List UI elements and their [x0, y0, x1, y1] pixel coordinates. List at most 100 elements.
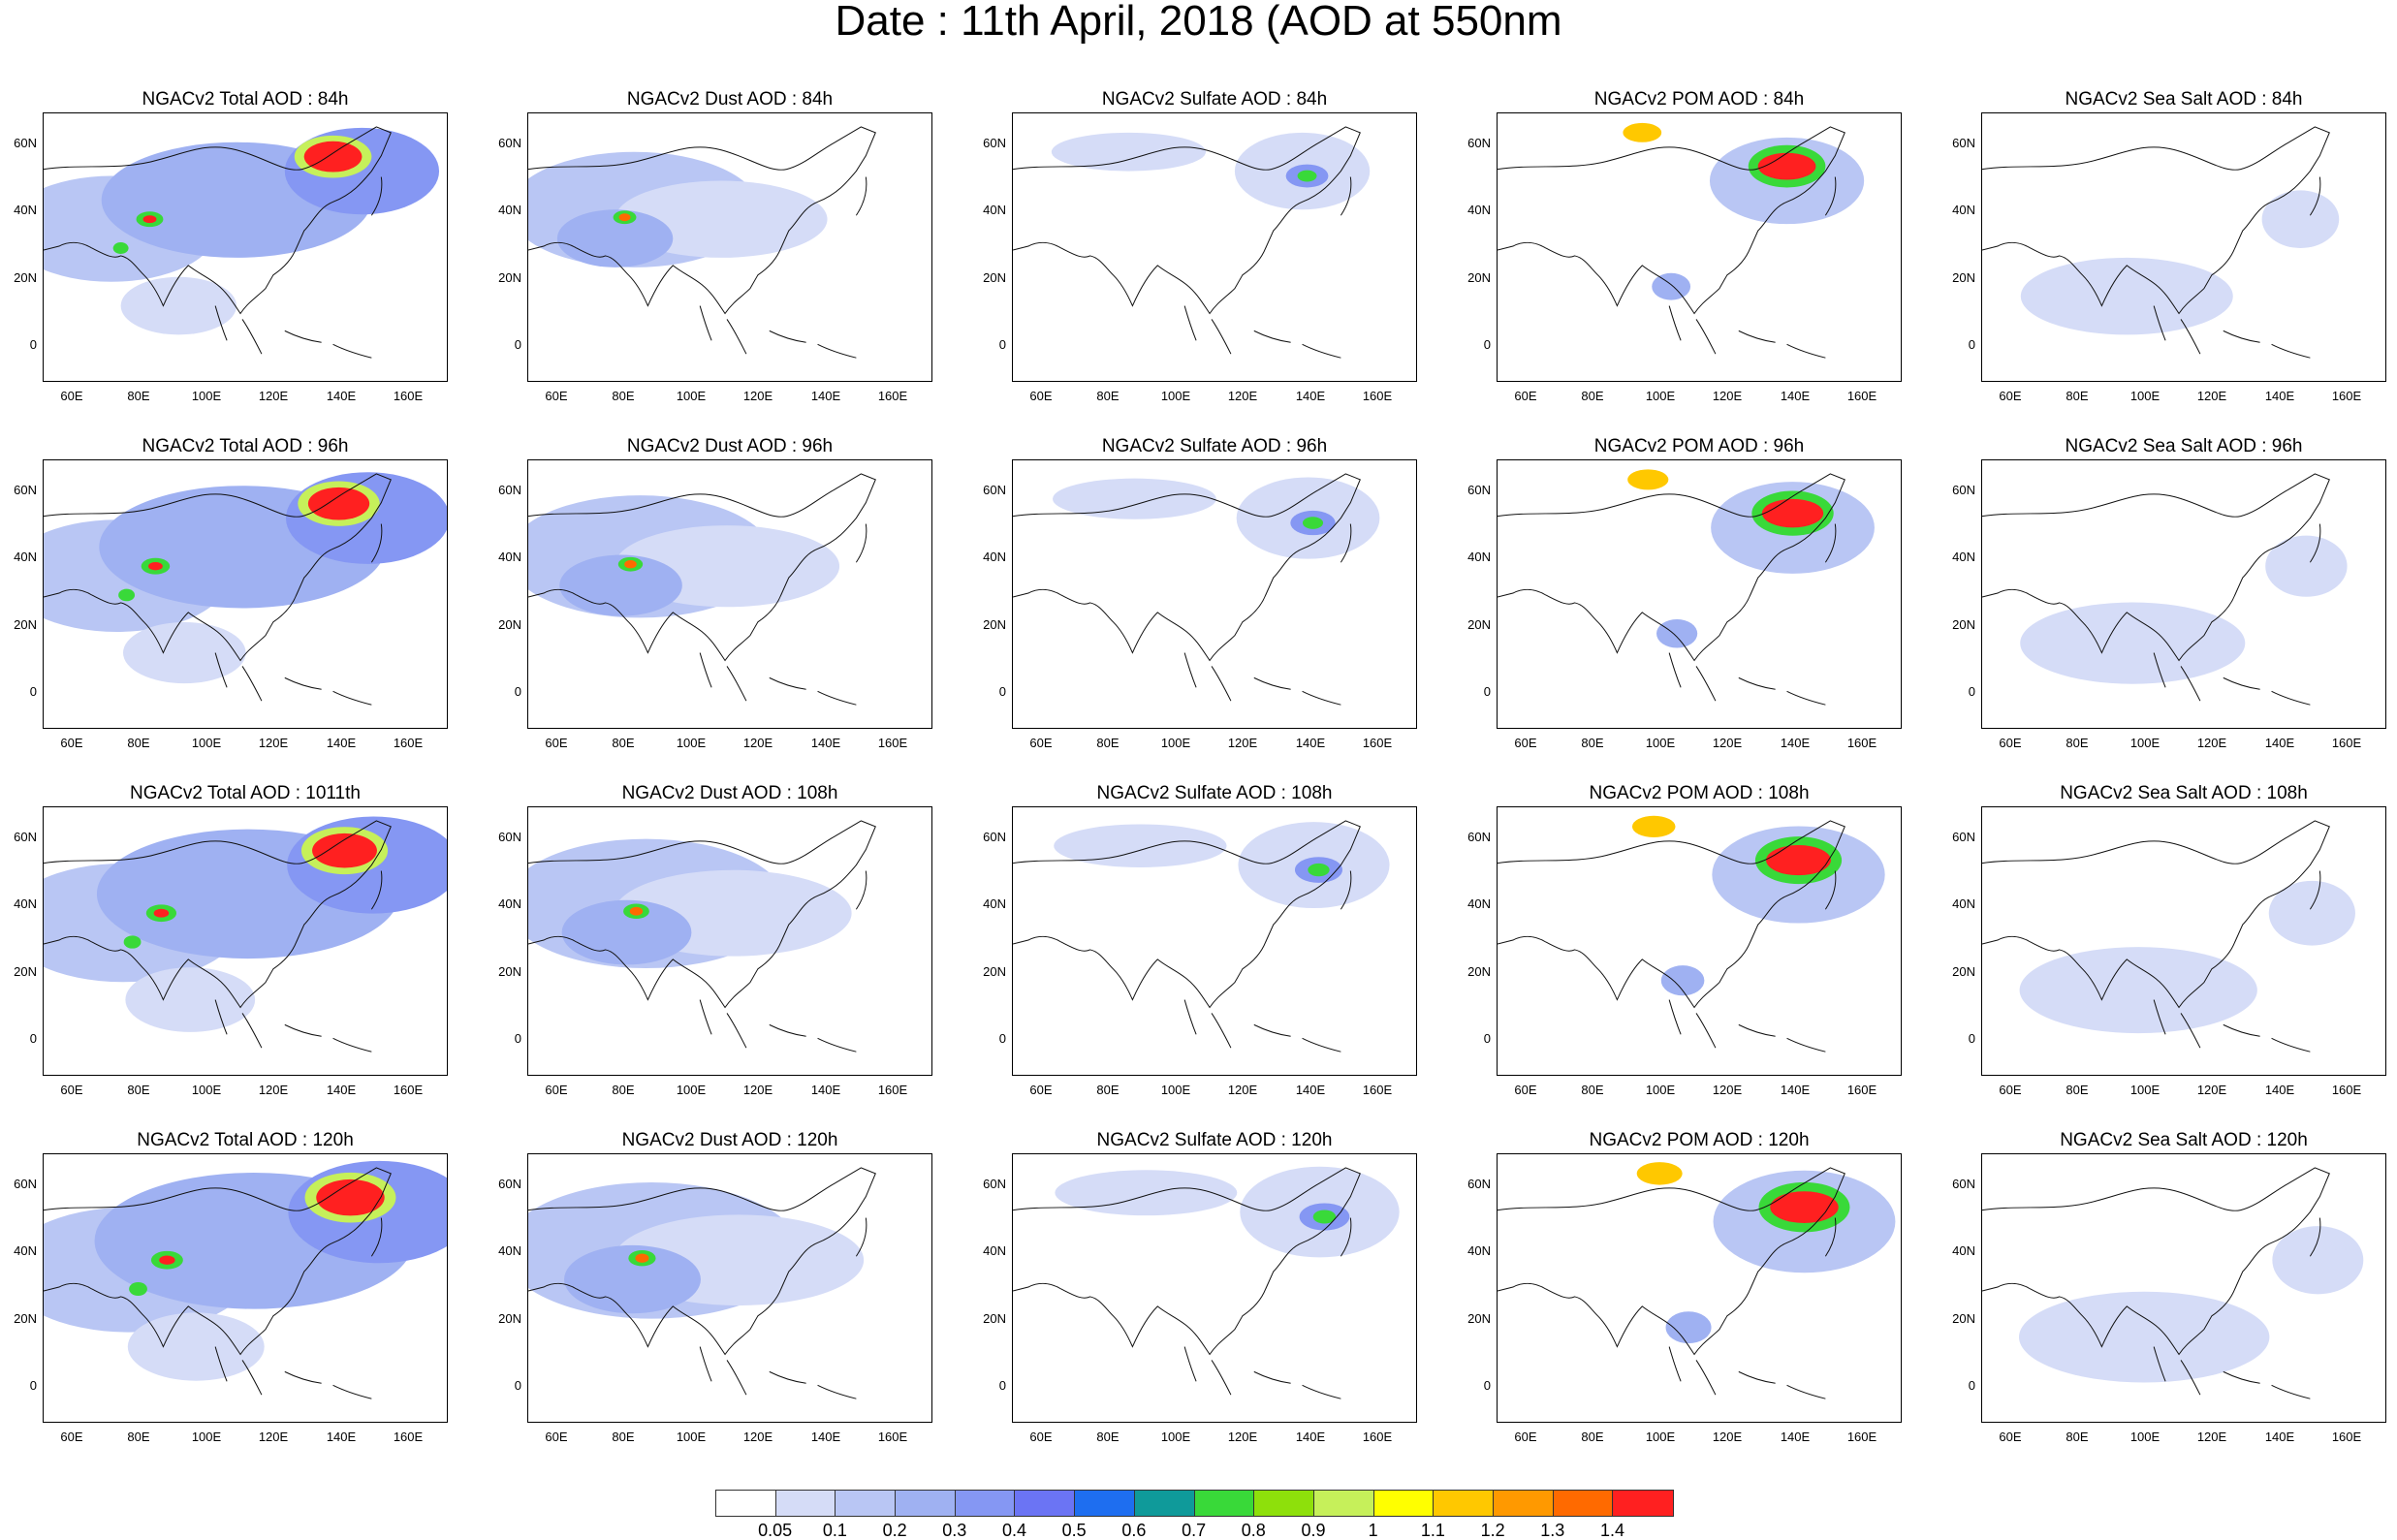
- colorbar-label: 0.8: [1241, 1521, 1266, 1540]
- aod-plume: [1053, 478, 1216, 519]
- lon-tick-label: 60E: [1029, 389, 1053, 403]
- lon-tick-label: 140E: [2264, 736, 2295, 750]
- lon-tick-label: 100E: [676, 736, 707, 750]
- coastline: [699, 1217, 867, 1399]
- aod-plume: [118, 588, 136, 602]
- aod-plume: [307, 487, 370, 520]
- lat-tick-label: 0: [514, 684, 521, 699]
- colorbar-label: 1.4: [1599, 1521, 1625, 1540]
- coastline: [1668, 870, 1837, 1053]
- map-panel-seasalt: NGACv2 Sea Salt AOD : 108h 60N 40N 20N 0 60E 8…: [1939, 783, 2394, 1113]
- map-panel-dust: NGACv2 Dust AOD : 120h 60N 40N 20N 0 60E 80E 10…: [485, 1130, 940, 1460]
- coastline: [1498, 473, 1845, 662]
- aod-plume: [123, 621, 246, 684]
- aod-map: [1497, 112, 1902, 382]
- lat-tick-label: 40N: [1952, 203, 1975, 217]
- colorbar-label: 0.5: [1061, 1521, 1087, 1540]
- aod-plume: [2049, 267, 2108, 306]
- lon-tick-label: 100E: [676, 1083, 707, 1097]
- aod-plume: [1631, 815, 1676, 837]
- lon-tick-label: 100E: [1160, 1083, 1191, 1097]
- lon-tick-label: 80E: [127, 736, 150, 750]
- map-canvas: [528, 473, 876, 706]
- coastline: [44, 473, 392, 662]
- lon-tick-label: 100E: [676, 1430, 707, 1444]
- map-panel-seasalt: NGACv2 Sea Salt AOD : 96h 60N 40N 20N 0 60E 80…: [1939, 436, 2394, 766]
- lat-tick-label: 40N: [1467, 550, 1491, 564]
- coastline: [1982, 126, 2330, 315]
- map-canvas: [1982, 126, 2340, 359]
- lat-tick-label: 20N: [14, 270, 37, 285]
- lon-tick-label: 100E: [1645, 1430, 1676, 1444]
- aod-plume: [2020, 602, 2246, 684]
- coastline: [1183, 870, 1352, 1053]
- lat-tick-label: 60N: [1467, 483, 1491, 497]
- lon-tick-label: 60E: [60, 736, 83, 750]
- lat-tick-label: 60N: [498, 483, 521, 497]
- colorbar-swatch: [1553, 1491, 1614, 1516]
- aod-plume: [1297, 170, 1317, 182]
- coastline: [1668, 176, 1837, 359]
- lon-tick-label: 60E: [1029, 1430, 1053, 1444]
- lon-tick-label: 140E: [810, 736, 841, 750]
- lon-tick-label: 120E: [1712, 1430, 1743, 1444]
- colorbar-swatch: [1134, 1491, 1195, 1516]
- aod-plume: [1054, 824, 1227, 867]
- lat-tick-label: 0: [29, 337, 37, 352]
- lon-tick-label: 120E: [258, 1083, 289, 1097]
- lon-tick-label: 140E: [1780, 1430, 1811, 1444]
- aod-plume: [1308, 863, 1330, 877]
- lat-tick-label: 20N: [983, 964, 1006, 979]
- aod-plume: [2020, 257, 2233, 335]
- lat-tick-label: 40N: [1952, 550, 1975, 564]
- lon-tick-label: 120E: [1227, 736, 1258, 750]
- map-panel-sulfate: NGACv2 Sulfate AOD : 120h 60N 40N 20N 0 60E 80…: [969, 1130, 1425, 1460]
- lon-tick-label: 100E: [2129, 389, 2160, 403]
- aod-map: [1981, 1153, 2386, 1423]
- aod-plume: [112, 242, 129, 254]
- coastline: [214, 523, 383, 706]
- map-canvas: [1498, 122, 1865, 359]
- aod-plume: [2019, 947, 2257, 1034]
- panel-title: NGACv2 Sea Salt AOD : 108h: [2060, 783, 2308, 803]
- lon-tick-label: 80E: [1581, 736, 1604, 750]
- map-canvas: [44, 126, 440, 359]
- lon-tick-label: 60E: [1514, 389, 1537, 403]
- coastline: [44, 820, 392, 1009]
- aod-plume: [2272, 1226, 2364, 1295]
- coastline: [1013, 473, 1361, 662]
- coastline: [2153, 870, 2321, 1053]
- map-canvas: [44, 1160, 447, 1399]
- lon-tick-label: 160E: [1362, 736, 1393, 750]
- lon-tick-label: 140E: [1780, 736, 1811, 750]
- panel-title: NGACv2 Sulfate AOD : 108h: [1096, 783, 1333, 803]
- lat-tick-label: 20N: [14, 617, 37, 632]
- map-panel-sulfate: NGACv2 Sulfate AOD : 108h 60N 40N 20N 0 60E 80…: [969, 783, 1425, 1113]
- aod-map: [43, 806, 448, 1076]
- lat-tick-label: 20N: [498, 1311, 521, 1326]
- lon-tick-label: 100E: [1160, 736, 1191, 750]
- coastline: [1982, 473, 2330, 662]
- map-canvas: [1498, 1162, 1896, 1399]
- coastline: [1183, 1217, 1352, 1399]
- lat-tick-label: 60N: [1467, 830, 1491, 844]
- lon-tick-label: 140E: [326, 1430, 357, 1444]
- panel-title: NGACv2 Sulfate AOD : 96h: [1101, 436, 1328, 456]
- lat-tick-label: 60N: [983, 483, 1006, 497]
- lon-tick-label: 160E: [877, 1083, 908, 1097]
- colorbar-swatch: [1434, 1491, 1494, 1516]
- lon-tick-label: 120E: [742, 1430, 773, 1444]
- lon-tick-label: 100E: [1160, 1430, 1191, 1444]
- lon-tick-label: 80E: [127, 1083, 150, 1097]
- lat-tick-label: 40N: [1467, 1243, 1491, 1258]
- lat-tick-label: 60N: [498, 830, 521, 844]
- lon-tick-label: 100E: [191, 736, 222, 750]
- lon-tick-label: 60E: [1999, 1430, 2022, 1444]
- panel-title: NGACv2 POM AOD : 96h: [1593, 436, 1805, 456]
- lon-tick-label: 160E: [877, 1430, 908, 1444]
- map-canvas: [1498, 469, 1875, 706]
- lon-tick-label: 120E: [1227, 1083, 1258, 1097]
- lat-tick-label: 40N: [498, 550, 521, 564]
- lat-tick-label: 20N: [1467, 964, 1491, 979]
- lon-tick-label: 60E: [545, 389, 568, 403]
